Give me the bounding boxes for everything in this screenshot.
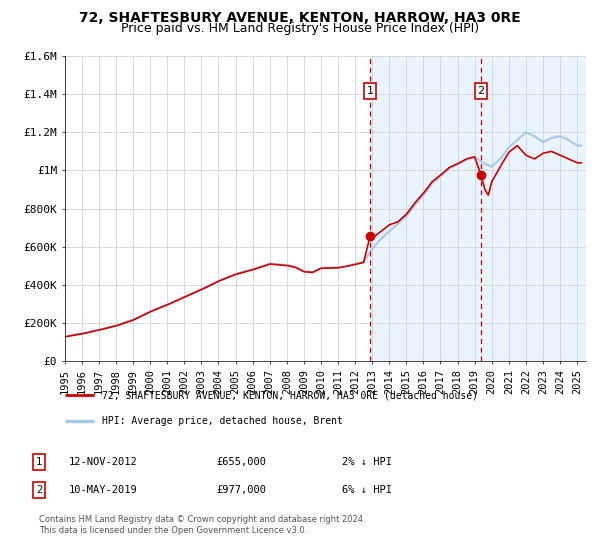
Text: £977,000: £977,000 <box>216 485 266 495</box>
Text: Contains HM Land Registry data © Crown copyright and database right 2024.: Contains HM Land Registry data © Crown c… <box>39 515 365 524</box>
Text: HPI: Average price, detached house, Brent: HPI: Average price, detached house, Bren… <box>101 416 343 426</box>
Text: Price paid vs. HM Land Registry's House Price Index (HPI): Price paid vs. HM Land Registry's House … <box>121 22 479 35</box>
Text: 2% ↓ HPI: 2% ↓ HPI <box>342 457 392 467</box>
Text: 1: 1 <box>36 457 42 467</box>
Text: 2: 2 <box>478 86 484 96</box>
Text: 10-MAY-2019: 10-MAY-2019 <box>69 485 138 495</box>
Text: 6% ↓ HPI: 6% ↓ HPI <box>342 485 392 495</box>
Text: 72, SHAFTESBURY AVENUE, KENTON, HARROW, HA3 0RE (detached house): 72, SHAFTESBURY AVENUE, KENTON, HARROW, … <box>101 390 478 400</box>
Text: £655,000: £655,000 <box>216 457 266 467</box>
Text: This data is licensed under the Open Government Licence v3.0.: This data is licensed under the Open Gov… <box>39 526 307 535</box>
Text: 12-NOV-2012: 12-NOV-2012 <box>69 457 138 467</box>
Bar <box>370 56 600 361</box>
Text: 2: 2 <box>36 485 42 495</box>
Text: 1: 1 <box>367 86 373 96</box>
Text: 72, SHAFTESBURY AVENUE, KENTON, HARROW, HA3 0RE: 72, SHAFTESBURY AVENUE, KENTON, HARROW, … <box>79 11 521 25</box>
